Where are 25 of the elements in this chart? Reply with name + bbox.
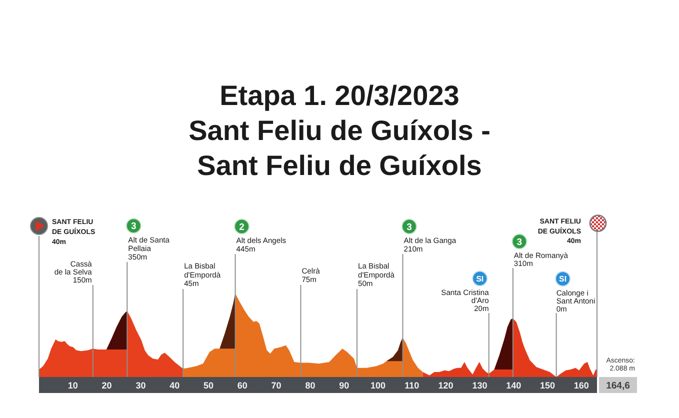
x-tick-label: 140 — [506, 380, 522, 390]
chart-subtitle: Sant Feliu de Guíxols - Sant Feliu de Guíxols — [188, 114, 490, 180]
chart-title: Etapa 1. 20/3/2023 — [220, 80, 460, 110]
text: 3 — [130, 221, 136, 232]
x-tick-label: 110 — [404, 380, 420, 390]
x-tick-label: 20 — [102, 380, 112, 390]
x-tick-label: 130 — [472, 380, 488, 390]
x-tick-label: 100 — [370, 380, 386, 390]
text: 3 — [516, 236, 522, 248]
x-tick-label: 30 — [136, 380, 146, 390]
text: 164,6 — [606, 380, 630, 392]
x-tick-label: 150 — [540, 380, 556, 390]
x-tick-label: 60 — [237, 380, 248, 390]
x-tick-label: 120 — [438, 380, 454, 390]
x-tick-label: 10 — [68, 380, 78, 390]
x-tick-label: 40 — [170, 380, 180, 390]
text: 3 — [406, 222, 412, 233]
text: SI — [559, 274, 567, 284]
text: SI — [476, 274, 484, 284]
x-tick-label: 50 — [203, 380, 214, 390]
x-tick-label: 80 — [305, 380, 316, 390]
x-tick-label: 70 — [271, 380, 282, 390]
x-tick-label: 90 — [339, 380, 350, 390]
x-tick-label: 160 — [574, 380, 589, 390]
text: 2 — [239, 222, 244, 233]
